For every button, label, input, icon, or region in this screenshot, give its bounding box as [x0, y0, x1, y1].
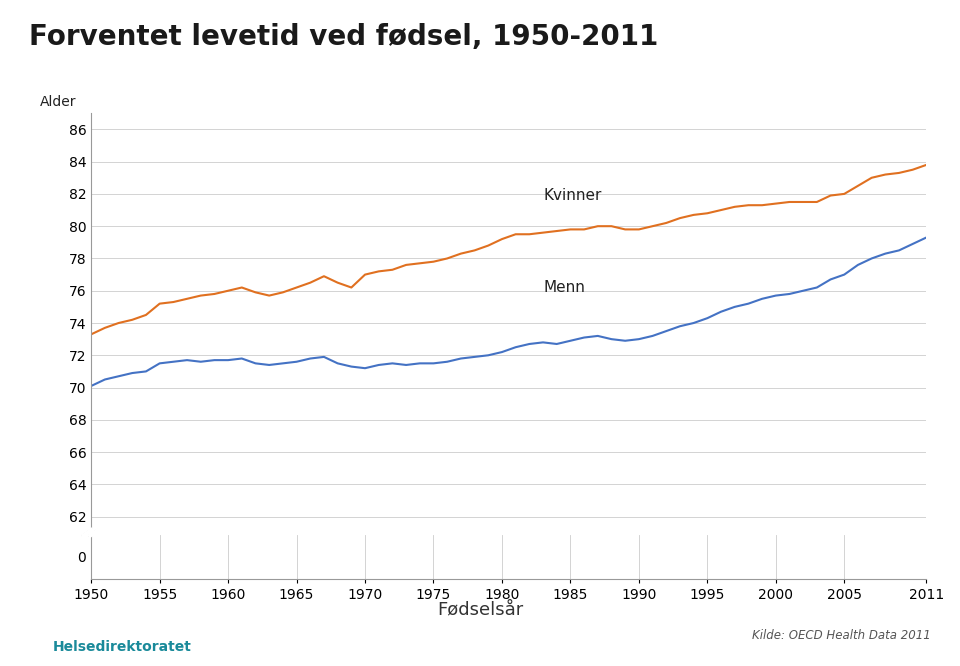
- Text: Forventet levetid ved fødsel, 1950-2011: Forventet levetid ved fødsel, 1950-2011: [29, 23, 658, 51]
- Text: Fødselsår: Fødselsår: [437, 601, 523, 619]
- Text: Alder: Alder: [39, 95, 76, 109]
- Text: Menn: Menn: [543, 280, 585, 295]
- Text: Helsedirektoratet: Helsedirektoratet: [53, 640, 192, 654]
- Text: Kilde: OECD Health Data 2011: Kilde: OECD Health Data 2011: [753, 629, 931, 643]
- Text: Kvinner: Kvinner: [543, 188, 601, 203]
